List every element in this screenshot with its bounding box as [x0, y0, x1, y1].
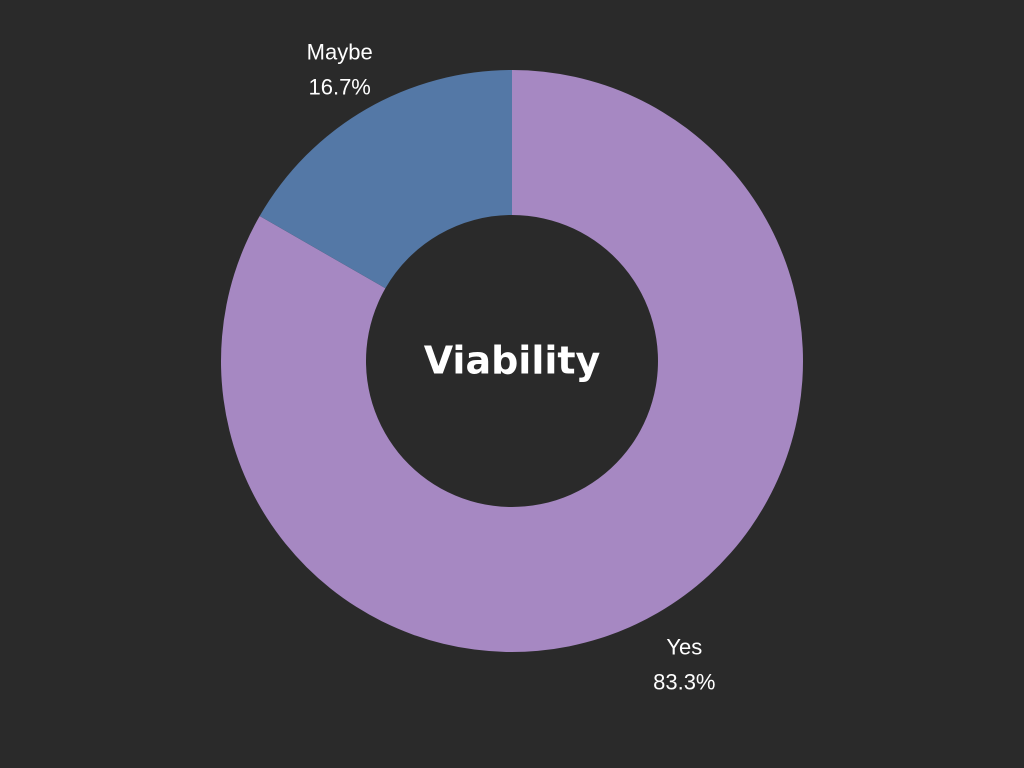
- slice-maybe: [259, 70, 512, 289]
- slice-value-label: 16.7%: [308, 74, 370, 99]
- slice-yes: [221, 70, 804, 652]
- chart-title: Viability: [424, 339, 601, 383]
- slice-label-maybe: Maybe 16.7%: [307, 39, 373, 99]
- chart-slices: [221, 70, 804, 652]
- slice-category-label: Maybe: [307, 39, 373, 64]
- slice-category-label: Yes: [666, 635, 702, 660]
- slice-value-label: 83.3%: [653, 670, 715, 695]
- slice-label-yes: Yes 83.3%: [653, 635, 715, 695]
- chart-labels: Yes 83.3% Maybe 16.7%: [307, 39, 716, 694]
